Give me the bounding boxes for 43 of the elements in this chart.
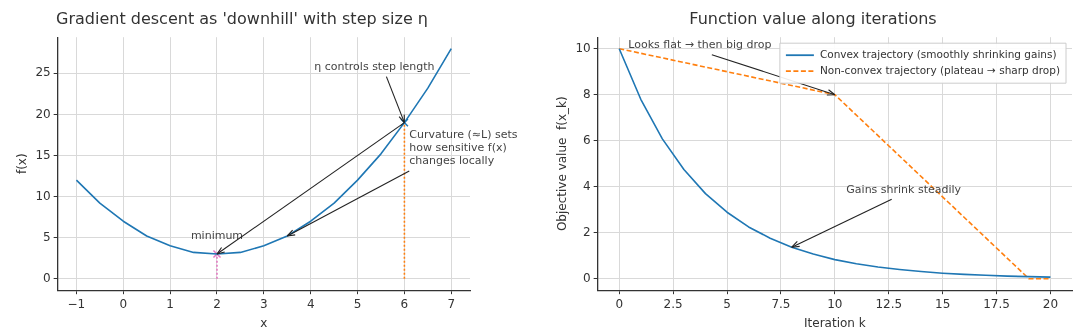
x-tick-label: 4 <box>306 296 315 311</box>
y-tick-label: 0 <box>43 270 51 285</box>
x-axis-title: Iteration k <box>804 315 866 330</box>
chart-title: Function value along iterations <box>689 8 937 28</box>
x-tick-label: 5 <box>353 296 362 311</box>
annotation: Gains shrink steadily <box>846 182 962 196</box>
x-tick-label: 7 <box>447 296 456 311</box>
y-tick-label: 10 <box>575 40 591 55</box>
y-tick-label: 10 <box>35 188 51 203</box>
x-tick-label: 3 <box>260 296 268 311</box>
annotation: η controls step length <box>314 59 435 73</box>
x-tick-label: −1 <box>67 296 86 311</box>
x-tick-label: 2.5 <box>663 296 683 311</box>
x-tick-label: 5 <box>723 296 731 311</box>
legend-label: Non-convex trajectory (plateau → sharp drop) <box>819 63 1061 76</box>
y-axis-title: f(x) <box>15 153 30 175</box>
x-tick-label: 6 <box>400 296 409 311</box>
y-tick-label: 5 <box>43 229 51 244</box>
x-tick-label: 10 <box>827 296 843 311</box>
x-tick-label: 17.5 <box>983 296 1010 311</box>
x-tick-label: 2 <box>213 296 221 311</box>
x-tick-label: 15 <box>935 296 951 311</box>
x-tick-label: 0 <box>119 296 128 311</box>
y-tick-label: 25 <box>35 65 51 80</box>
annotation: Curvature (≈L) sets how sensitive f(x) changes locally <box>409 128 518 168</box>
chart-title: Gradient descent as 'downhill' with step size η <box>56 8 428 28</box>
x-tick-label: 7.5 <box>771 296 791 311</box>
legend-label: Convex trajectory (smoothly shrinking gains) <box>819 47 1057 60</box>
x-tick-label: 20 <box>1042 296 1059 311</box>
y-tick-label: 0 <box>583 270 591 285</box>
y-tick-label: 8 <box>583 86 591 101</box>
x-tick-label: 12.5 <box>875 296 903 311</box>
annotation: Looks flat → then big drop <box>628 38 772 52</box>
y-axis-title: Objective value f(x_k) <box>555 96 570 232</box>
y-tick-label: 4 <box>583 178 591 193</box>
x-axis-title: x <box>260 315 268 330</box>
y-tick-label: 6 <box>583 132 591 147</box>
x-tick-label: 1 <box>166 296 174 311</box>
x-tick-label: 0 <box>615 296 624 311</box>
annotation: minimum <box>190 229 244 243</box>
y-tick-label: 15 <box>35 147 51 162</box>
y-tick-label: 20 <box>35 106 51 121</box>
y-tick-label: 2 <box>583 224 591 239</box>
